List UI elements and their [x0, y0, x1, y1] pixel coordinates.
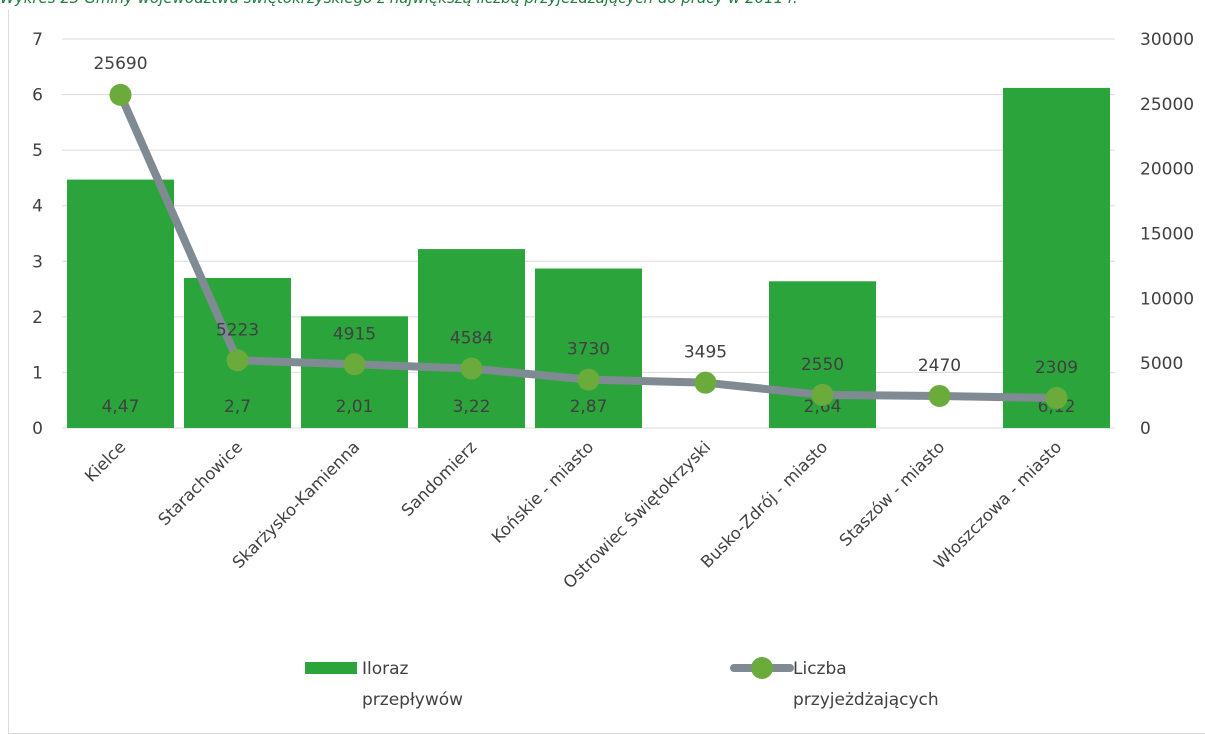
line-marker	[460, 357, 483, 380]
category-label: Skarżysko-Kamienna	[229, 437, 364, 572]
bar	[67, 179, 174, 428]
bar-data-label: 2,7	[224, 397, 251, 417]
line-marker	[109, 83, 132, 106]
left-tick-label: 6	[32, 86, 43, 106]
line-data-label: 25690	[93, 54, 147, 74]
category-label: Sandomierz	[398, 437, 481, 520]
right-tick-label: 5000	[1140, 354, 1183, 374]
left-tick-label: 3	[32, 252, 43, 272]
line-marker	[577, 368, 600, 391]
left-tick-label: 1	[32, 363, 43, 383]
line-data-label: 5223	[216, 320, 259, 340]
legend-bar-swatch	[305, 662, 357, 674]
line-data-label: 4584	[450, 329, 493, 349]
line-data-label: 3730	[567, 340, 610, 360]
left-tick-label: 2	[32, 308, 43, 328]
line-marker	[343, 353, 366, 376]
line-data-label: 2550	[801, 355, 844, 375]
line-marker	[928, 384, 951, 407]
line-marker	[1045, 387, 1068, 410]
left-axis: 0 1 2 3 4 5 6 7	[32, 30, 43, 439]
left-tick-label: 7	[32, 30, 43, 50]
right-tick-label: 15000	[1140, 225, 1194, 245]
line-data-label: 3495	[684, 343, 727, 363]
line-series: 25690 5223 4915 4584 3730 3495 2550 2470 2309	[93, 54, 1078, 410]
line-data-label: 4915	[333, 324, 376, 344]
legend-line-marker-icon	[751, 657, 773, 679]
category-label: Włoszczowa - miasto	[930, 437, 1065, 572]
category-label: Starachowice	[154, 437, 246, 529]
bar	[1003, 87, 1110, 428]
legend-bar-label-line2: przepływów	[362, 690, 463, 710]
bar	[535, 268, 642, 428]
left-tick-label: 4	[32, 197, 43, 217]
line-data-label: 2470	[918, 356, 961, 376]
category-label: Staszów - miasto	[836, 437, 949, 550]
right-tick-label: 30000	[1140, 30, 1194, 50]
bar-data-label: 2,64	[804, 397, 842, 417]
left-tick-label: 5	[32, 141, 43, 161]
right-tick-label: 20000	[1140, 160, 1194, 180]
line-marker	[694, 371, 717, 394]
bar-data-label: 4,47	[102, 397, 140, 417]
right-axis: 0 5000 10000 15000 20000 25000 30000	[1140, 30, 1194, 439]
legend: Iloraz przepływów Liczba przyjeżdżającyc…	[305, 657, 939, 710]
category-label: Kielce	[81, 437, 129, 485]
line-marker	[226, 349, 249, 372]
line-marker	[811, 383, 834, 406]
category-label: Końskie - miasto	[488, 437, 597, 546]
line-data-label: 2309	[1035, 358, 1078, 378]
bar-data-label: 2,87	[570, 397, 608, 417]
right-tick-label: 25000	[1140, 95, 1194, 115]
legend-line-label-line1: Liczba	[793, 659, 847, 679]
category-label: Busko-Zdrój - miasto	[697, 437, 831, 571]
chart-title: Wykres 23 Gminy województwa świętokrzysk…	[0, 0, 1205, 11]
legend-bar-label-line1: Iloraz	[362, 659, 409, 679]
bar	[418, 249, 525, 428]
right-tick-label: 10000	[1140, 289, 1194, 309]
legend-line-label-line2: przyjeżdżających	[793, 690, 939, 710]
bar-data-label: 2,01	[336, 397, 374, 417]
right-tick-label: 0	[1140, 419, 1151, 439]
bar-data-label: 3,22	[453, 397, 491, 417]
left-tick-label: 0	[32, 419, 43, 439]
